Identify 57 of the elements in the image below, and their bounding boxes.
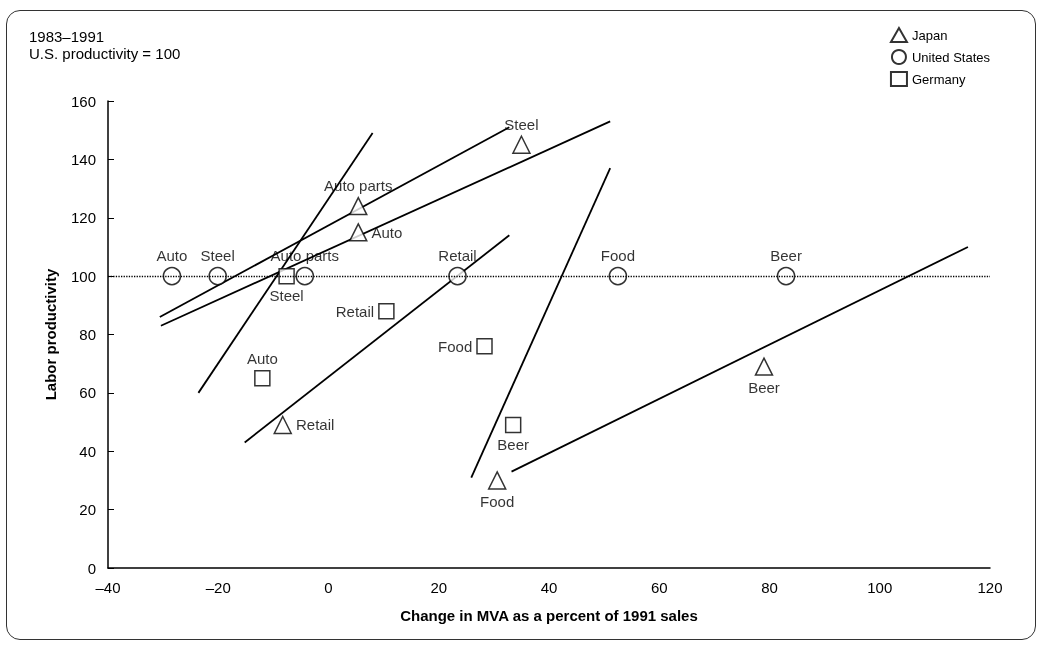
point [776,266,796,286]
data-label: Retail [335,302,375,320]
data-label: Steel [200,246,235,264]
data-label: Steel [504,115,539,133]
legend-label: Germany [911,71,966,87]
x-tick-label: 20 [430,579,448,596]
y-axis-title: Labor productivity [42,268,59,401]
x-tick-label: 100 [867,579,893,596]
y-tick-label: 0 [87,559,96,577]
data-label: Auto [371,223,403,241]
point [254,370,271,387]
y-tick-label: 20 [79,501,96,519]
point [512,135,531,155]
data-label: Food [600,246,636,264]
y-tick-label: 40 [79,442,96,460]
point [476,337,493,355]
y-tick-label: 140 [70,150,96,168]
data-label: Beer [770,246,802,264]
point [349,223,368,242]
data-label: Retail [438,246,477,264]
point [378,302,395,320]
chart-title: 1983–1991 [29,28,105,45]
point [487,471,507,490]
x-tick-label: 80 [761,579,778,596]
point [754,357,774,376]
data-label: Beer [748,378,780,396]
point [162,266,182,286]
x-tick-label: –20 [205,579,231,596]
x-tick-label: 40 [540,579,558,596]
x-axis-title: Change in MVA as a percent of 1991 sales [400,607,698,624]
point [448,266,467,286]
x-tick-label: 120 [977,579,1003,596]
y-tick-label: 100 [70,267,96,285]
point [295,266,315,286]
point [208,266,227,286]
data-label: Auto [246,350,278,368]
y-tick-label: 60 [79,384,96,402]
data-label: Food [480,492,515,510]
data-label: Food [438,337,473,355]
x-tick-label: 60 [650,579,668,596]
legend-label: United States [911,49,991,65]
data-label: Beer [497,436,530,454]
point [349,196,368,216]
data-label: Steel [269,287,304,305]
y-tick-label: 80 [79,326,96,343]
point [608,266,628,286]
data-label: Retail [296,416,335,434]
x-tick-label: –40 [95,579,121,596]
chart-subtitle: U.S. productivity = 100 [29,45,181,62]
x-tick-label: 0 [324,579,333,596]
point [278,267,295,285]
data-label: Auto [156,246,188,264]
y-tick-label: 120 [70,209,96,227]
y-tick-label: 160 [70,92,96,110]
point [273,415,292,435]
point [504,416,522,434]
legend-label: Japan [911,27,948,43]
